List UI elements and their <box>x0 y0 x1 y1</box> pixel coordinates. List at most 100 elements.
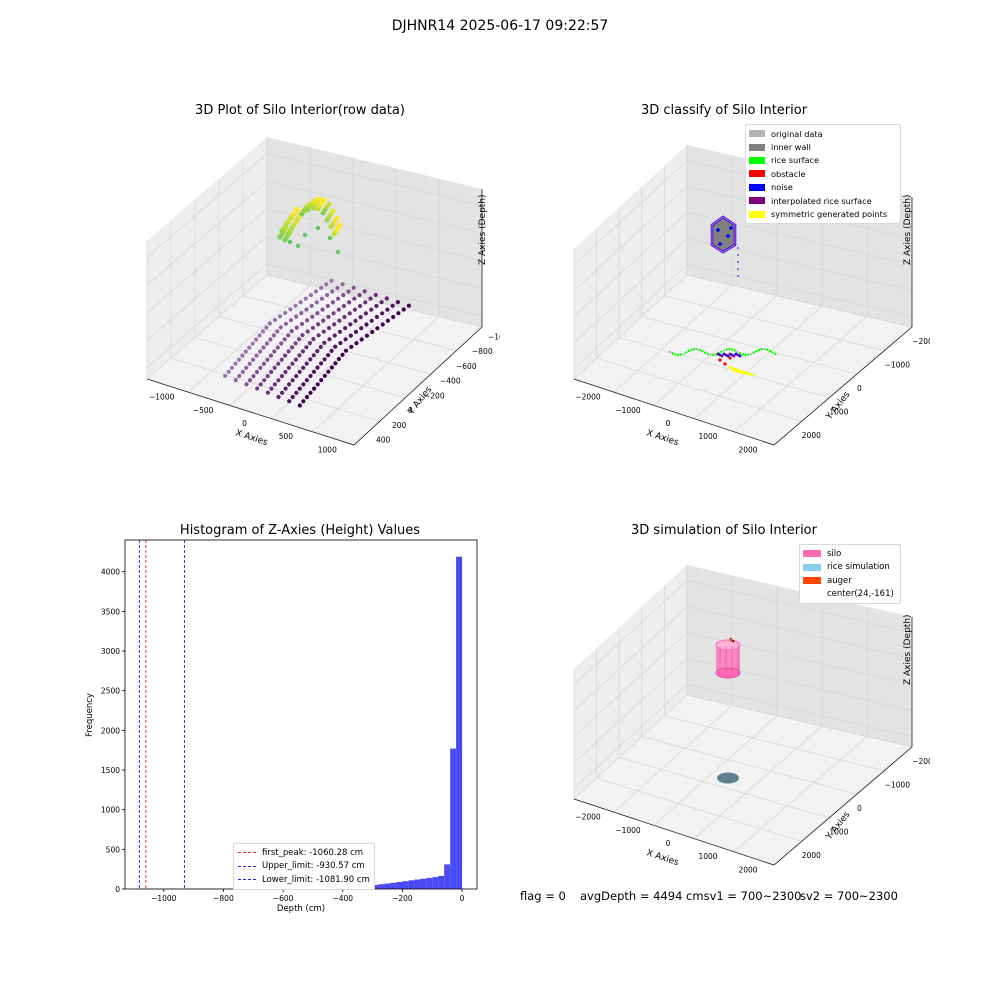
simulation-legend: silo rice simulation auger center(24,-161) <box>799 544 901 604</box>
raw-floor-point <box>297 369 302 374</box>
raw-upper-point <box>321 197 327 203</box>
raw-floor-point <box>319 285 324 290</box>
raw-floor-point <box>324 282 329 287</box>
classify-legend-entry: inner wall <box>749 140 897 153</box>
simulation-x-tick: 1000 <box>698 852 717 861</box>
raw-floor-point <box>314 300 319 305</box>
simulation-floor-pane <box>574 695 912 865</box>
raw-floor-point <box>316 322 321 327</box>
center-marker <box>729 638 733 642</box>
classify-surface-point <box>701 350 704 353</box>
raw-floor-point <box>340 352 345 357</box>
histogram-y-tick: 3500 <box>101 607 120 616</box>
raw-floor-point <box>310 314 315 319</box>
legend-swatch <box>749 143 765 151</box>
raw-floor-point <box>294 390 299 395</box>
classify-surface-point <box>766 348 769 351</box>
classify-surface-point <box>733 349 736 352</box>
raw-floor-point <box>308 357 313 362</box>
legend-line-swatch <box>238 865 256 867</box>
raw-floor-point <box>283 321 288 326</box>
histogram-bar <box>456 556 463 889</box>
raw-floor-point <box>315 365 320 370</box>
raw-floor-point <box>236 357 241 362</box>
histogram-bar <box>408 880 415 889</box>
raw-floor-point <box>286 333 291 338</box>
legend-label: center(24,-161) <box>827 589 894 600</box>
raw-grid-line <box>146 274 268 380</box>
legend-label: inner wall <box>771 142 811 153</box>
raw-floor-point <box>279 357 284 362</box>
raw-sparse-point <box>295 243 301 249</box>
raw-axes-box: 0−1000−2000−3000−4000−1000−50005001000−1… <box>146 137 500 454</box>
classify-noise-point <box>716 228 720 232</box>
raw-floor-point <box>269 369 274 375</box>
raw-floor-point <box>258 365 263 370</box>
simulation-legend-entry: center(24,-161) <box>803 588 897 602</box>
classify-obstacle-point <box>728 356 732 360</box>
raw-upper-point <box>294 206 300 212</box>
raw-floor-point <box>319 296 324 301</box>
raw-floor-point <box>233 361 238 366</box>
raw-floor-point <box>229 365 235 370</box>
classify-surface-point <box>695 347 699 351</box>
raw-floor-point <box>311 336 316 342</box>
classify-legend-entry: noise <box>749 181 897 194</box>
classify-x-tick: 1000 <box>698 432 717 441</box>
simulation-axes-box: 0−1000−2000−3000−4000−2000−1000010002000… <box>573 565 930 874</box>
histogram-frame <box>124 539 478 890</box>
raw-floor-point <box>300 349 305 354</box>
classify-surface-point <box>728 347 731 351</box>
classify-surface-point <box>685 351 688 354</box>
classify-surface-point <box>706 352 709 356</box>
raw-floor-point <box>352 296 357 301</box>
raw-floor-point <box>286 365 291 370</box>
raw-floor-point <box>283 310 288 315</box>
classify-surface-point <box>682 352 685 355</box>
raw-floor-point <box>254 369 260 375</box>
raw-plot-title: 3D Plot of Silo Interior(row data) <box>195 103 405 118</box>
histogram-bar <box>414 879 421 889</box>
simulation-x-tick: 2000 <box>738 865 757 874</box>
raw-floor-point <box>304 361 309 366</box>
classify-y-tick: −2000 <box>912 337 930 346</box>
classify-grid-line <box>693 305 823 419</box>
raw-floor-point <box>363 300 368 305</box>
raw-floor-point <box>307 341 312 346</box>
simulation-x-tick: 0 <box>666 839 671 848</box>
raw-floor-point <box>283 369 288 375</box>
legend-swatch <box>749 197 765 205</box>
raw-left-pane <box>147 137 267 379</box>
legend-label: noise <box>771 182 793 193</box>
histogram-x-tick: −400 <box>332 894 353 903</box>
raw-floor-point <box>370 329 375 335</box>
simulation-grid-line <box>641 736 857 795</box>
raw-x-label: X Axies <box>234 428 269 448</box>
classify-surface-point <box>703 351 707 354</box>
simulation-y-tick: 2000 <box>802 851 821 860</box>
histogram-x-tick: −800 <box>213 894 234 903</box>
raw-right-pane <box>267 137 482 327</box>
raw-floor-point <box>309 303 314 308</box>
raw-floor-point <box>258 349 263 354</box>
legend-label: auger <box>827 575 852 586</box>
raw-floor-point <box>313 289 319 294</box>
histogram-bar <box>432 877 439 889</box>
raw-floor-point <box>304 394 310 400</box>
histogram-bar <box>402 881 409 889</box>
raw-floor-point <box>390 303 395 308</box>
raw-floor-point <box>282 337 287 342</box>
raw-floor-point <box>293 357 298 362</box>
raw-floor-point <box>315 311 320 316</box>
simulation-z-grid <box>573 658 913 763</box>
raw-floor-point <box>330 300 335 305</box>
legend-swatch <box>749 183 765 191</box>
raw-floor-point <box>362 289 367 294</box>
histogram-bar <box>384 883 391 889</box>
classify-y-tick: 2000 <box>802 431 821 440</box>
histogram-bar <box>438 875 445 889</box>
classify-surface-point <box>698 348 701 352</box>
classify-surface-point <box>690 348 693 351</box>
raw-floor-point <box>380 311 385 316</box>
classify-x-tick: −1000 <box>615 406 641 415</box>
